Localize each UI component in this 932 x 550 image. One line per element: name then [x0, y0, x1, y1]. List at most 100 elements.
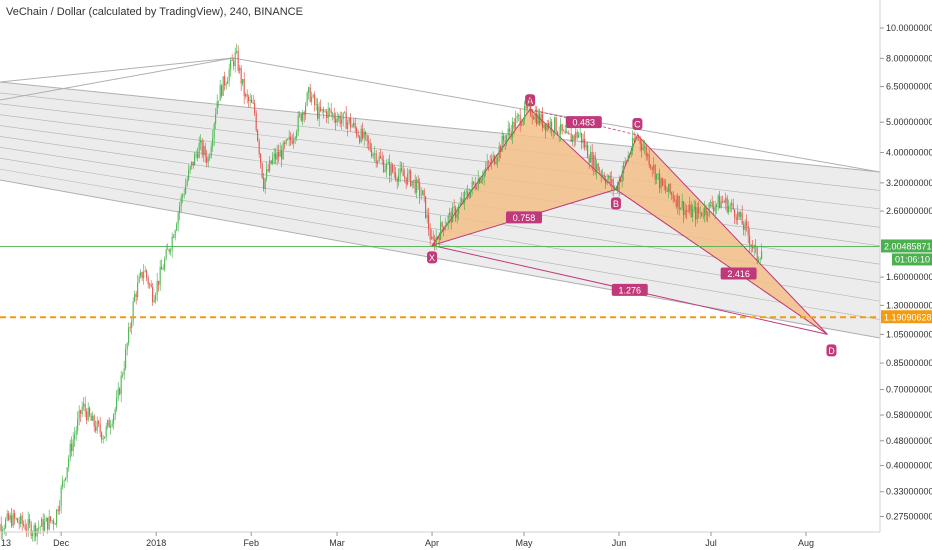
candle-body — [548, 122, 550, 128]
candle-body — [363, 131, 365, 139]
candle-body — [630, 151, 632, 155]
candle-body — [102, 438, 104, 440]
candle-body — [743, 224, 745, 230]
candle-body — [57, 509, 59, 512]
candle-body — [297, 115, 299, 132]
candle-body — [692, 209, 694, 218]
price-tick-label: 8.00000000 — [886, 53, 932, 63]
candlesticks — [0, 43, 763, 545]
price-tick-label: 3.20000000 — [886, 178, 932, 188]
candle-body — [285, 139, 287, 144]
candle-body — [315, 104, 317, 106]
candle-body — [350, 117, 352, 128]
candle-body — [335, 118, 337, 123]
candle-body — [423, 190, 425, 197]
price-tick-label: 1.30000000 — [886, 300, 932, 310]
candle-body — [317, 104, 319, 119]
time-axis[interactable]: 13 Dec 2018 Feb Mar Apr May Jun Jul Aug — [0, 531, 880, 548]
channel-area — [0, 82, 880, 338]
candle-body — [558, 133, 560, 135]
target-price-badge[interactable]: 1.19090628 — [881, 310, 932, 324]
candle-body — [639, 137, 641, 145]
pattern-point-X[interactable]: X — [427, 251, 438, 264]
candle-body — [654, 165, 656, 180]
candle-body — [347, 122, 349, 129]
candle-body — [314, 94, 316, 105]
candle-body — [537, 113, 539, 124]
candle-body — [239, 67, 241, 71]
candle-body — [651, 167, 653, 170]
candle-body — [348, 117, 350, 123]
candle-body — [552, 130, 554, 132]
price-tick-label: 1.60000000 — [886, 272, 932, 282]
candle-body — [167, 249, 169, 250]
candle-body — [420, 195, 422, 196]
candle-body — [689, 204, 691, 212]
candle-body — [311, 96, 313, 102]
price-axis[interactable]: 15.0000000010.000000008.000000006.500000… — [879, 0, 932, 532]
current-price-badge[interactable]: 2.00485871 01:06:10 — [881, 239, 932, 266]
candle-body — [402, 170, 404, 177]
candle-body — [623, 162, 625, 173]
pattern-ratio-label[interactable]: 2.416 — [720, 267, 757, 280]
candle-body — [609, 175, 611, 184]
pattern-ratio-label[interactable]: 0.758 — [506, 211, 543, 224]
candle-body — [555, 117, 557, 132]
candle-body — [305, 105, 307, 115]
candle-body — [578, 133, 580, 138]
candle-body — [201, 140, 203, 155]
candle-body — [293, 139, 295, 144]
ratio-badge — [611, 283, 648, 296]
candle-body — [158, 280, 160, 285]
time-tick-label: Feb — [243, 538, 259, 548]
candle-body — [369, 142, 371, 151]
candle-body — [81, 406, 83, 414]
price-tick-label: 4.00000000 — [886, 148, 932, 158]
pattern-line-bd[interactable] — [615, 189, 828, 335]
pattern-point-D[interactable]: D — [826, 344, 837, 357]
candle-body — [707, 214, 709, 216]
channel-line — [0, 179, 881, 339]
time-tick-label: Aug — [798, 538, 814, 548]
regression-channel[interactable] — [0, 57, 881, 339]
candle-body — [612, 179, 614, 189]
candle-body — [51, 520, 53, 522]
pattern-point-C[interactable]: C — [632, 118, 643, 131]
ratio-text: 0.758 — [513, 213, 536, 223]
candle-body — [161, 266, 163, 270]
candle-body — [461, 198, 463, 203]
candle-body — [186, 179, 188, 186]
candle-body — [444, 225, 446, 230]
candle-body — [395, 173, 397, 179]
pattern-point-A[interactable]: A — [525, 94, 536, 107]
candle-body — [519, 114, 521, 126]
pattern-ratio-label[interactable]: 0.483 — [565, 116, 602, 129]
candle-body — [281, 150, 283, 160]
candle-body — [20, 515, 22, 524]
candle-body — [600, 171, 602, 176]
candle-body — [120, 375, 122, 395]
pattern-point-B[interactable]: B — [610, 197, 621, 210]
pattern-ratio-label[interactable]: 1.276 — [611, 283, 648, 296]
time-tick-label: Mar — [329, 538, 345, 548]
candle-body — [206, 156, 208, 163]
point-label: C — [634, 120, 641, 130]
ratio-badge — [720, 267, 757, 280]
candle-body — [479, 178, 481, 184]
candle-body — [207, 157, 209, 163]
candle-body — [33, 525, 35, 534]
candle-body — [327, 108, 329, 118]
candle-body — [236, 50, 238, 53]
candle-body — [413, 179, 415, 181]
candle-body — [566, 131, 568, 134]
candle-body — [132, 301, 134, 322]
candle-body — [150, 284, 152, 288]
candle-body — [648, 153, 650, 166]
candle-body — [549, 121, 551, 128]
candle-body — [501, 135, 503, 152]
candle-body — [224, 76, 226, 86]
candle-body — [657, 173, 659, 175]
candle-body — [671, 192, 673, 195]
candle-body — [332, 113, 334, 115]
